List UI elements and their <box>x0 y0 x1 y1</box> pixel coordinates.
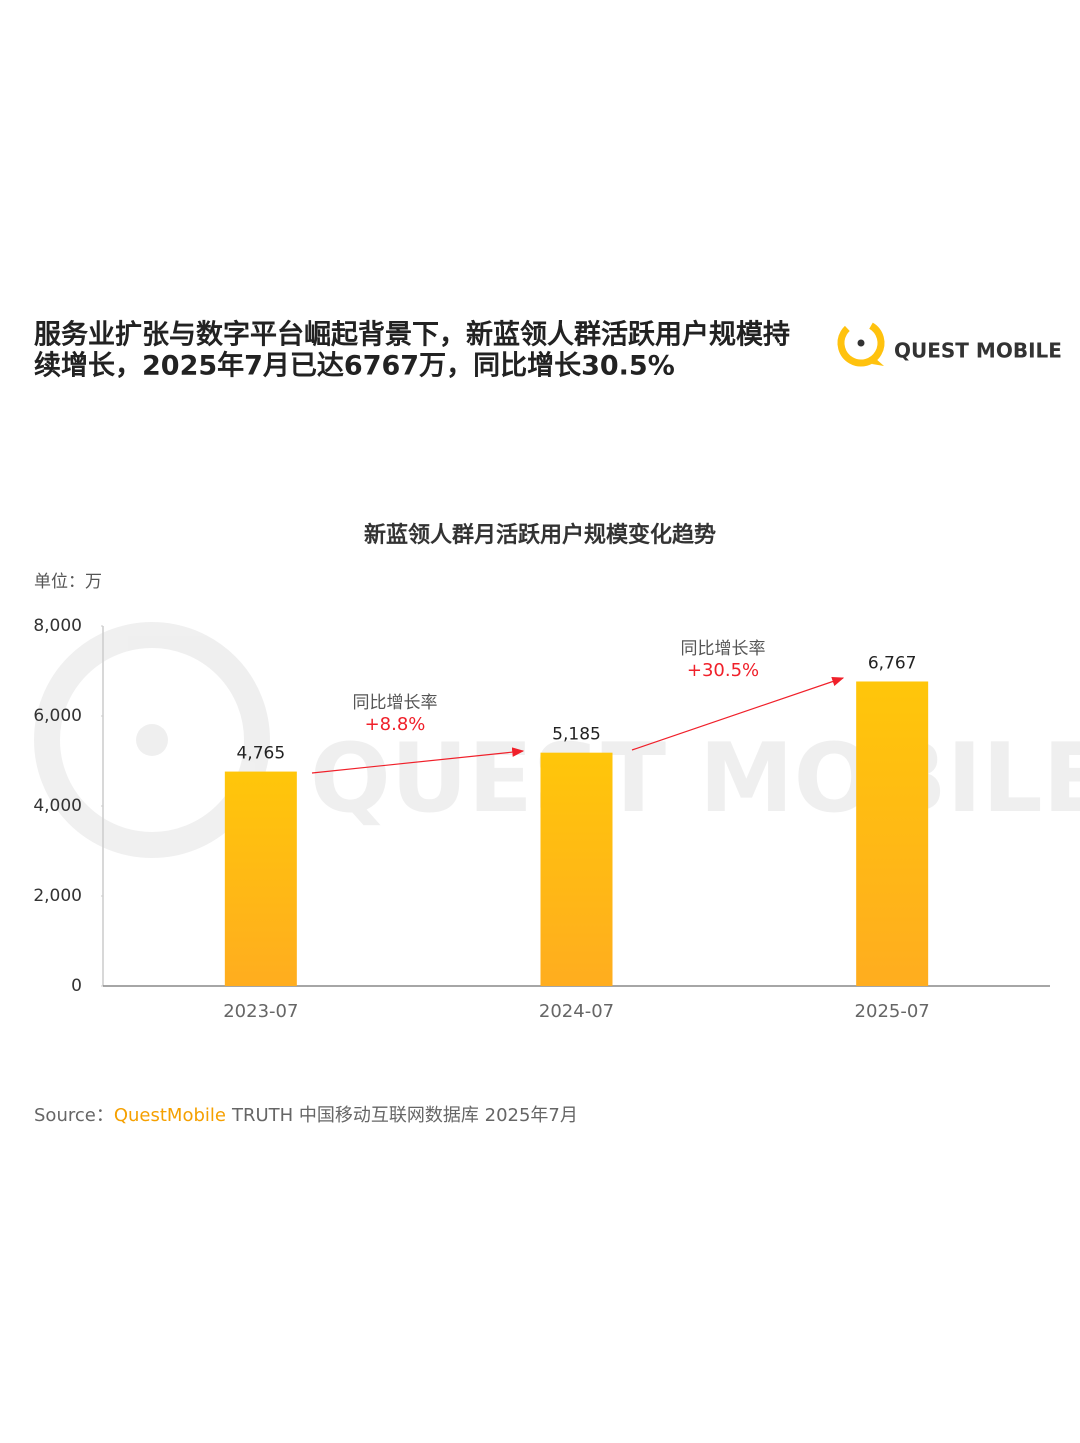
bar <box>540 752 613 986</box>
page-title: 续增长，2025年7月已达6767万，同比增长30.5% <box>34 350 675 382</box>
growth-arrow <box>311 747 525 774</box>
annotation-value: +8.8% <box>365 714 426 735</box>
y-tick-label: 4,000 <box>33 796 82 816</box>
y-tick-label: 2,000 <box>33 886 82 906</box>
annotation-value: +30.5% <box>687 660 759 681</box>
logo-icon <box>837 319 885 367</box>
x-tick-label: 2025-07 <box>855 1001 930 1022</box>
source-text: TRUTH 中国移动互联网数据库 2025年7月 <box>231 1105 578 1126</box>
source-brand: QuestMobile <box>114 1105 226 1126</box>
watermark: QUEST MOBILE <box>34 622 1080 858</box>
logo-text: QUEST MOBILE <box>894 339 1062 363</box>
annotation-label: 同比增长率 <box>681 639 766 659</box>
value-label: 4,765 <box>236 744 285 764</box>
chart-title: 新蓝领人群月活跃用户规模变化趋势 <box>364 522 716 548</box>
bar <box>856 681 929 986</box>
unit-label: 单位：万 <box>34 572 102 592</box>
y-tick-label: 6,000 <box>33 706 82 726</box>
bar <box>224 771 297 986</box>
y-tick-label: 0 <box>71 976 82 996</box>
x-tick-label: 2024-07 <box>539 1001 614 1022</box>
y-tick-label: 8,000 <box>33 616 82 636</box>
source: Source：QuestMobile TRUTH 中国移动互联网数据库 2025年… <box>34 1105 578 1126</box>
annotation-label: 同比增长率 <box>353 693 438 713</box>
page-title: 服务业扩张与数字平台崛起背景下，新蓝领人群活跃用户规模持 <box>34 319 790 351</box>
source-prefix: Source： <box>34 1105 114 1126</box>
value-label: 5,185 <box>552 725 601 745</box>
x-tick-label: 2023-07 <box>223 1001 298 1022</box>
value-label: 6,767 <box>868 653 917 673</box>
growth-arrow <box>631 676 845 751</box>
watermark-text: QUEST MOBILE <box>310 724 1080 834</box>
